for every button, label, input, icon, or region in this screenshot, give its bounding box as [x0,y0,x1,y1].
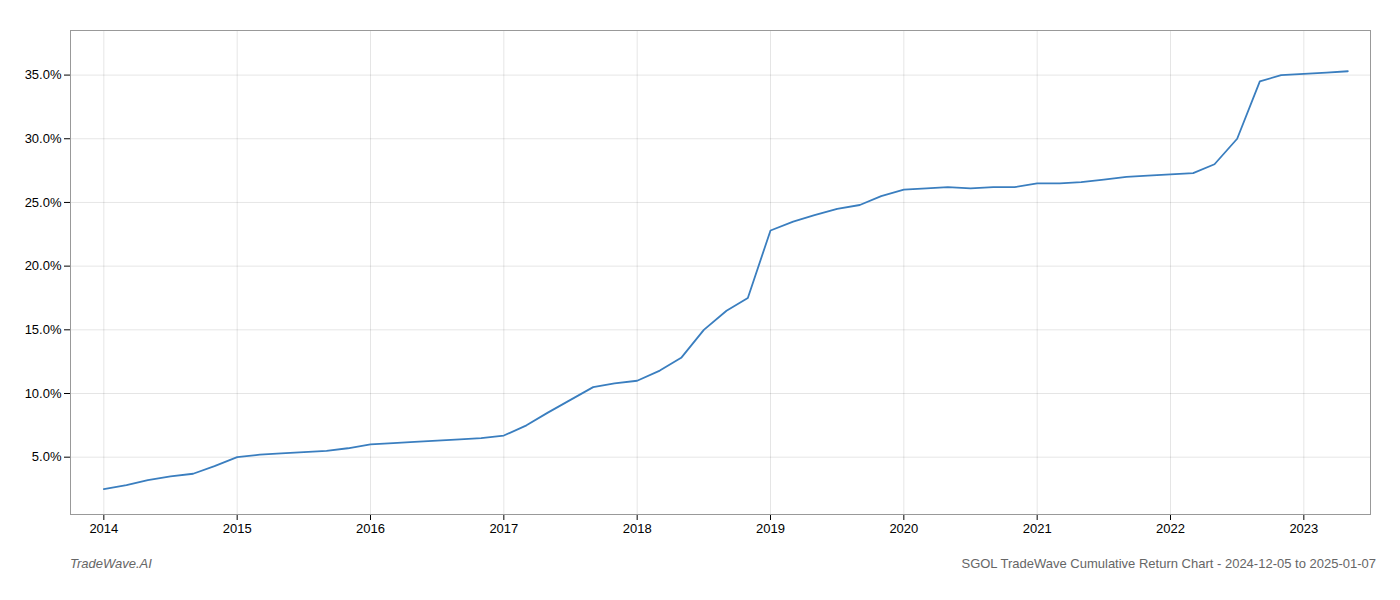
svg-text:2017: 2017 [489,521,518,536]
svg-text:2015: 2015 [223,521,252,536]
svg-text:2022: 2022 [1156,521,1185,536]
html-text:TradeWave.AI: TradeWave.AI [70,556,152,571]
svg-text:2014: 2014 [89,521,118,536]
svg-text:2018: 2018 [623,521,652,536]
svg-text:20.0%: 20.0% [25,258,62,273]
html-text:SGOL TradeWave Cumulative Retu: SGOL TradeWave Cumulative Return Chart -… [961,556,1376,571]
svg-text:10.0%: 10.0% [25,386,62,401]
svg-text:2016: 2016 [356,521,385,536]
svg-text:35.0%: 35.0% [25,67,62,82]
svg-text:2019: 2019 [756,521,785,536]
svg-text:2021: 2021 [1023,521,1052,536]
svg-text:2023: 2023 [1289,521,1318,536]
svg-text:5.0%: 5.0% [32,449,62,464]
svg-text:15.0%: 15.0% [25,322,62,337]
svg-text:25.0%: 25.0% [25,195,62,210]
svg-text:30.0%: 30.0% [25,131,62,146]
svg-text:2020: 2020 [889,521,918,536]
